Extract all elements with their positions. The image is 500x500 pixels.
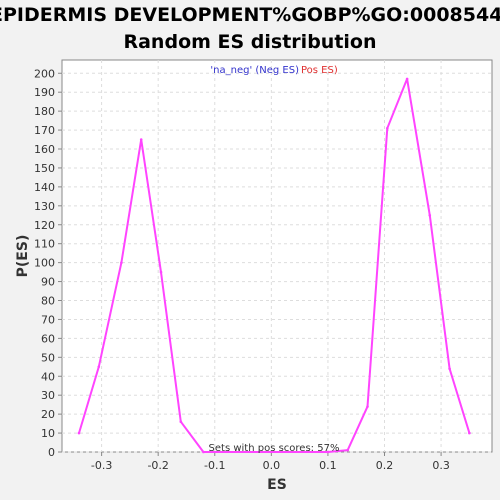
y-tick-label: 70 (41, 313, 55, 326)
chart-title-line-1: EPIDERMIS DEVELOPMENT%GOBP%GO:0008544: (0, 4, 500, 26)
x-tick-label: 0.2 (376, 459, 394, 472)
data-point (326, 450, 330, 454)
data-point (428, 213, 432, 217)
x-tick-label: -0.1 (204, 459, 225, 472)
y-tick-label: 180 (34, 105, 55, 118)
data-point (179, 420, 183, 424)
data-point (366, 405, 369, 408)
y-tick-label: 120 (34, 219, 55, 232)
plot-area (61, 59, 493, 453)
y-tick-label: 60 (41, 332, 55, 345)
y-tick-label: 100 (34, 257, 55, 270)
data-point (120, 261, 123, 264)
data-point (346, 448, 350, 452)
x-axis-ticks: -0.3 -0.2 -0.1 0.0 0.1 0.2 0.3 (91, 452, 450, 472)
series-layer (77, 77, 471, 454)
y-tick-label: 10 (41, 427, 55, 440)
x-tick-label: 0.1 (319, 459, 337, 472)
y-tick-label: 20 (41, 408, 55, 421)
x-tick-label: -0.2 (147, 459, 168, 472)
y-tick-label: 50 (41, 351, 55, 364)
data-point (386, 126, 389, 130)
x-tick-label: 0.0 (263, 459, 281, 472)
legend-entry-pos: Pos ES) (301, 65, 338, 76)
grid (62, 60, 492, 453)
data-point (77, 431, 81, 435)
y-tick-label: 40 (41, 370, 55, 383)
y-tick-label: 170 (34, 124, 55, 137)
data-point (405, 77, 409, 81)
x-tick-label: 0.3 (432, 459, 450, 472)
data-point (448, 367, 451, 370)
y-tick-label: 160 (34, 143, 55, 156)
y-tick-label: 190 (34, 86, 55, 99)
y-axis-ticks: 0 10 20 30 40 50 60 70 80 90 100 110 120 130 140 150 160… (34, 67, 62, 459)
x-tick-label: -0.3 (91, 459, 112, 472)
y-tick-label: 150 (34, 162, 55, 175)
y-tick-label: 30 (41, 389, 55, 402)
x-axis-label: ES (267, 477, 287, 493)
data-point (202, 450, 205, 454)
legend-entry-neg: 'na_neg' (Neg ES) (210, 65, 299, 76)
data-point (468, 431, 471, 435)
y-tick-label: 110 (34, 238, 55, 251)
y-tick-label: 200 (34, 67, 55, 80)
chart-title-line-2: Random ES distribution (123, 31, 376, 53)
y-tick-label: 130 (34, 200, 55, 213)
data-point (159, 270, 163, 274)
y-tick-label: 90 (41, 276, 55, 289)
data-point (97, 365, 101, 369)
y-tick-label: 140 (34, 181, 55, 194)
y-tick-label: 80 (41, 295, 55, 308)
data-point (139, 138, 143, 141)
pos-scores-annotation: Sets with pos scores: 57% (209, 443, 340, 454)
y-tick-label: 0 (48, 446, 55, 459)
y-axis-label: P(ES) (15, 235, 31, 278)
